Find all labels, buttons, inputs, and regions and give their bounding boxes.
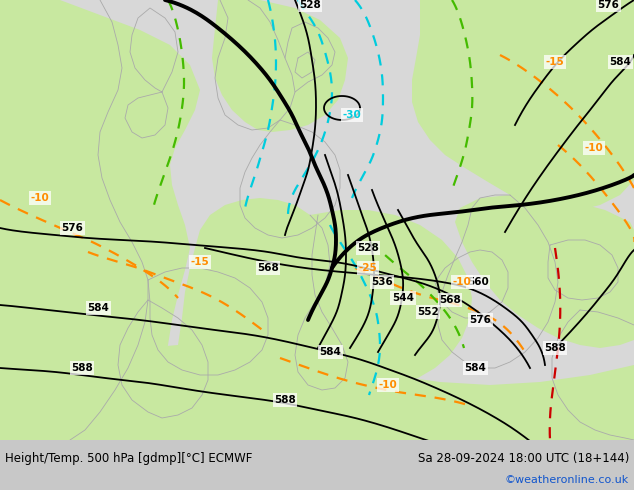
Text: -30: -30	[342, 110, 361, 120]
Polygon shape	[455, 195, 634, 348]
Text: 588: 588	[71, 363, 93, 373]
Text: 584: 584	[319, 347, 341, 357]
Text: -10: -10	[585, 143, 604, 153]
Text: Sa 28-09-2024 18:00 UTC (18+144): Sa 28-09-2024 18:00 UTC (18+144)	[418, 451, 629, 465]
Text: 584: 584	[609, 57, 631, 67]
Polygon shape	[290, 210, 472, 388]
Text: -15: -15	[546, 57, 564, 67]
Polygon shape	[148, 198, 338, 440]
Text: 588: 588	[544, 343, 566, 353]
Polygon shape	[0, 345, 634, 440]
Text: 568: 568	[439, 295, 461, 305]
Text: 560: 560	[467, 277, 489, 287]
Text: Height/Temp. 500 hPa [gdmp][°C] ECMWF: Height/Temp. 500 hPa [gdmp][°C] ECMWF	[5, 451, 252, 465]
Text: 588: 588	[274, 395, 296, 405]
Text: 576: 576	[597, 0, 619, 10]
Polygon shape	[412, 0, 634, 210]
Text: 568: 568	[257, 263, 279, 273]
Polygon shape	[212, 0, 348, 132]
Text: 552: 552	[417, 307, 439, 317]
Polygon shape	[50, 392, 82, 422]
Text: -10: -10	[453, 277, 471, 287]
Text: ©weatheronline.co.uk: ©weatheronline.co.uk	[505, 475, 629, 485]
Text: 584: 584	[87, 303, 109, 313]
Text: 576: 576	[469, 315, 491, 325]
Text: -15: -15	[191, 257, 209, 267]
Text: -25: -25	[359, 263, 377, 273]
Text: 528: 528	[299, 0, 321, 10]
Polygon shape	[298, 45, 330, 82]
Polygon shape	[140, 402, 172, 432]
Text: 576: 576	[61, 223, 83, 233]
Text: 528: 528	[357, 243, 379, 253]
Text: -10: -10	[378, 380, 398, 390]
Text: 544: 544	[392, 293, 414, 303]
Text: 584: 584	[464, 363, 486, 373]
Text: -10: -10	[30, 193, 49, 203]
Polygon shape	[0, 0, 200, 440]
Text: 536: 536	[371, 277, 393, 287]
